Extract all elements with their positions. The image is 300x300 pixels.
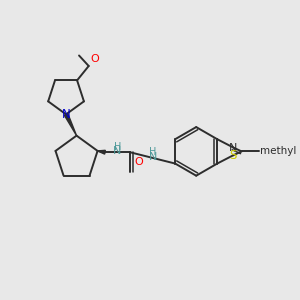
Text: N: N bbox=[113, 146, 122, 156]
Text: O: O bbox=[134, 157, 143, 167]
Text: H: H bbox=[149, 147, 157, 157]
Text: S: S bbox=[230, 149, 237, 162]
Text: H: H bbox=[114, 142, 121, 152]
Text: O: O bbox=[90, 54, 99, 64]
Text: N: N bbox=[229, 142, 238, 152]
Polygon shape bbox=[64, 113, 76, 136]
Text: methyl: methyl bbox=[260, 146, 296, 156]
Text: N: N bbox=[62, 108, 70, 121]
Polygon shape bbox=[98, 150, 105, 154]
Text: N: N bbox=[149, 152, 157, 162]
